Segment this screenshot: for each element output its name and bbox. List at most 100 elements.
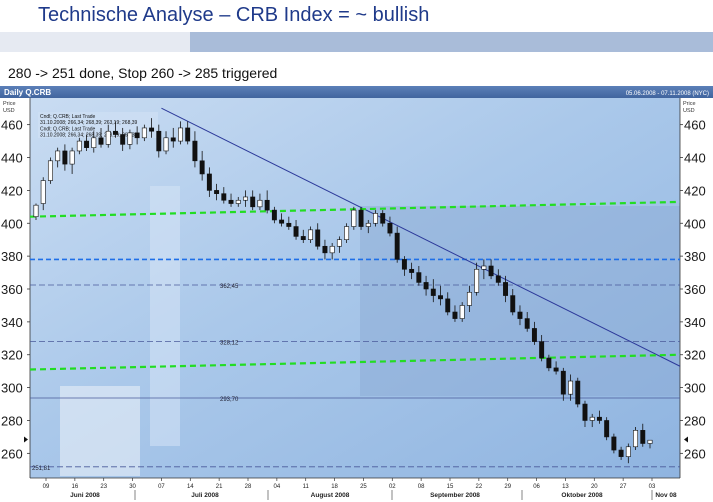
candle-body: [481, 265, 487, 270]
candle-body: [206, 173, 212, 191]
candle-body: [568, 380, 574, 395]
header-band-right: [190, 32, 713, 52]
y-tick-label-right: 380: [684, 249, 706, 264]
candle-body: [466, 291, 472, 306]
x-tick-label: 20: [591, 484, 598, 490]
y-tick-label-left: 300: [1, 381, 23, 396]
candle-body: [401, 259, 407, 270]
x-tick-label: 28: [245, 484, 252, 490]
x-tick-label: 21: [216, 484, 223, 490]
candle-body: [250, 196, 256, 208]
candle-body: [170, 137, 176, 142]
page-subtitle: 280 -> 251 done, Stop 260 -> 285 trigger…: [8, 65, 278, 81]
candle-body: [308, 229, 313, 240]
x-tick-label: 03: [649, 484, 656, 490]
y-tick-label-right: 320: [684, 348, 706, 363]
candle-body: [199, 160, 205, 175]
candle-body: [640, 430, 646, 444]
candle-body: [611, 436, 617, 451]
candle-body: [503, 282, 508, 296]
candle-body: [120, 134, 126, 145]
candle-body: [127, 132, 133, 145]
y-tick-label-right: 300: [684, 381, 706, 396]
page-title: Technische Analyse – CRB Index = ~ bulli…: [38, 4, 430, 26]
candle-body: [112, 130, 118, 135]
info-box-line: Cndl; Q.CRB; Last Trade: [40, 114, 96, 120]
y-tick-label-left: 320: [1, 348, 23, 363]
chart-header-bar: [0, 86, 713, 98]
x-tick-label: 09: [43, 484, 50, 490]
x-tick-label: 30: [129, 484, 136, 490]
candlestick-chart: Daily Q.CRB 05.06.2008 - 07.11.2008 (NYC)…: [0, 86, 713, 502]
x-tick-label: 16: [72, 484, 79, 490]
y-tick-label-left: 440: [1, 151, 23, 166]
candle-body: [40, 180, 46, 204]
level-label: 293,70: [220, 397, 239, 403]
candle-body: [300, 236, 306, 240]
header-band-left: [0, 32, 190, 52]
candle-body: [539, 341, 545, 359]
y-tick-label-left: 460: [1, 118, 23, 133]
candle-body: [55, 150, 61, 162]
x-tick-label: 06: [533, 484, 540, 490]
x-tick-label: 25: [360, 484, 367, 490]
candle-body: [149, 127, 155, 132]
candle-body: [546, 357, 552, 369]
candle-body: [531, 328, 537, 342]
candle-body: [387, 222, 393, 234]
month-label: August 2008: [311, 492, 350, 499]
chart-title: Daily Q.CRB: [4, 88, 51, 97]
x-tick-label: 08: [418, 484, 425, 490]
candle-body: [474, 268, 480, 293]
candle-body: [423, 282, 429, 290]
candle-body: [344, 226, 350, 240]
candle-body: [91, 137, 97, 148]
x-tick-label: 15: [447, 484, 454, 490]
y-tick-label-left: 380: [1, 249, 23, 264]
candle-body: [257, 199, 263, 208]
info-box-line: 31.10.2008; 266,34; 268,39; 263,19; 268,…: [40, 120, 138, 126]
month-label: Nov 08: [655, 492, 677, 499]
info-box-line: Cndl; Q.CRB; Last Trade: [40, 126, 96, 132]
watermark-monitor: [60, 386, 140, 476]
trend-line: [29, 353, 681, 371]
watermark-pillar: [150, 186, 180, 446]
candle-body: [105, 130, 111, 145]
candle-body: [596, 416, 602, 421]
candle-body: [409, 268, 415, 273]
candle-body: [589, 416, 595, 421]
plot-area: 362,45 328,12 293,70 251,81: [29, 107, 681, 472]
candle-body: [84, 140, 90, 148]
date-range-label: 05.06.2008 - 07.11.2008 (NYC): [626, 91, 709, 97]
price-unit-label-right: USD: [683, 108, 695, 114]
candle-body: [517, 311, 523, 319]
level-label: 328,12: [220, 340, 239, 346]
candle-body: [243, 196, 248, 201]
candle-body: [69, 150, 75, 165]
y-tick-label-right: 460: [684, 118, 706, 133]
candle-body: [510, 295, 516, 313]
price-unit-label-left: USD: [3, 108, 15, 114]
x-tick-label: 23: [100, 484, 107, 490]
info-box-line: 31.10.2008; 266,34; 268,39; 263,19; 268,…: [40, 133, 138, 139]
candle-body: [380, 213, 386, 224]
x-tick-label: 04: [274, 484, 281, 490]
candle-body: [488, 265, 494, 277]
x-tick-label: 02: [389, 484, 396, 490]
candle-body: [141, 127, 147, 139]
candle-body: [271, 209, 277, 221]
candle-body: [76, 140, 82, 152]
y-tick-label-right: 400: [684, 216, 706, 231]
candle-body: [416, 272, 422, 283]
watermark-panel: [360, 206, 680, 396]
candle-body: [62, 150, 68, 165]
y-tick-label-right: 420: [684, 183, 706, 198]
candle-body: [235, 199, 241, 204]
candle-body: [430, 288, 436, 296]
month-label: Juli 2008: [191, 492, 219, 499]
candle-body: [221, 193, 227, 201]
candle-body: [47, 160, 53, 181]
candle-body: [163, 137, 169, 152]
trend-line: [29, 200, 681, 218]
month-label: Juni 2008: [70, 492, 100, 499]
